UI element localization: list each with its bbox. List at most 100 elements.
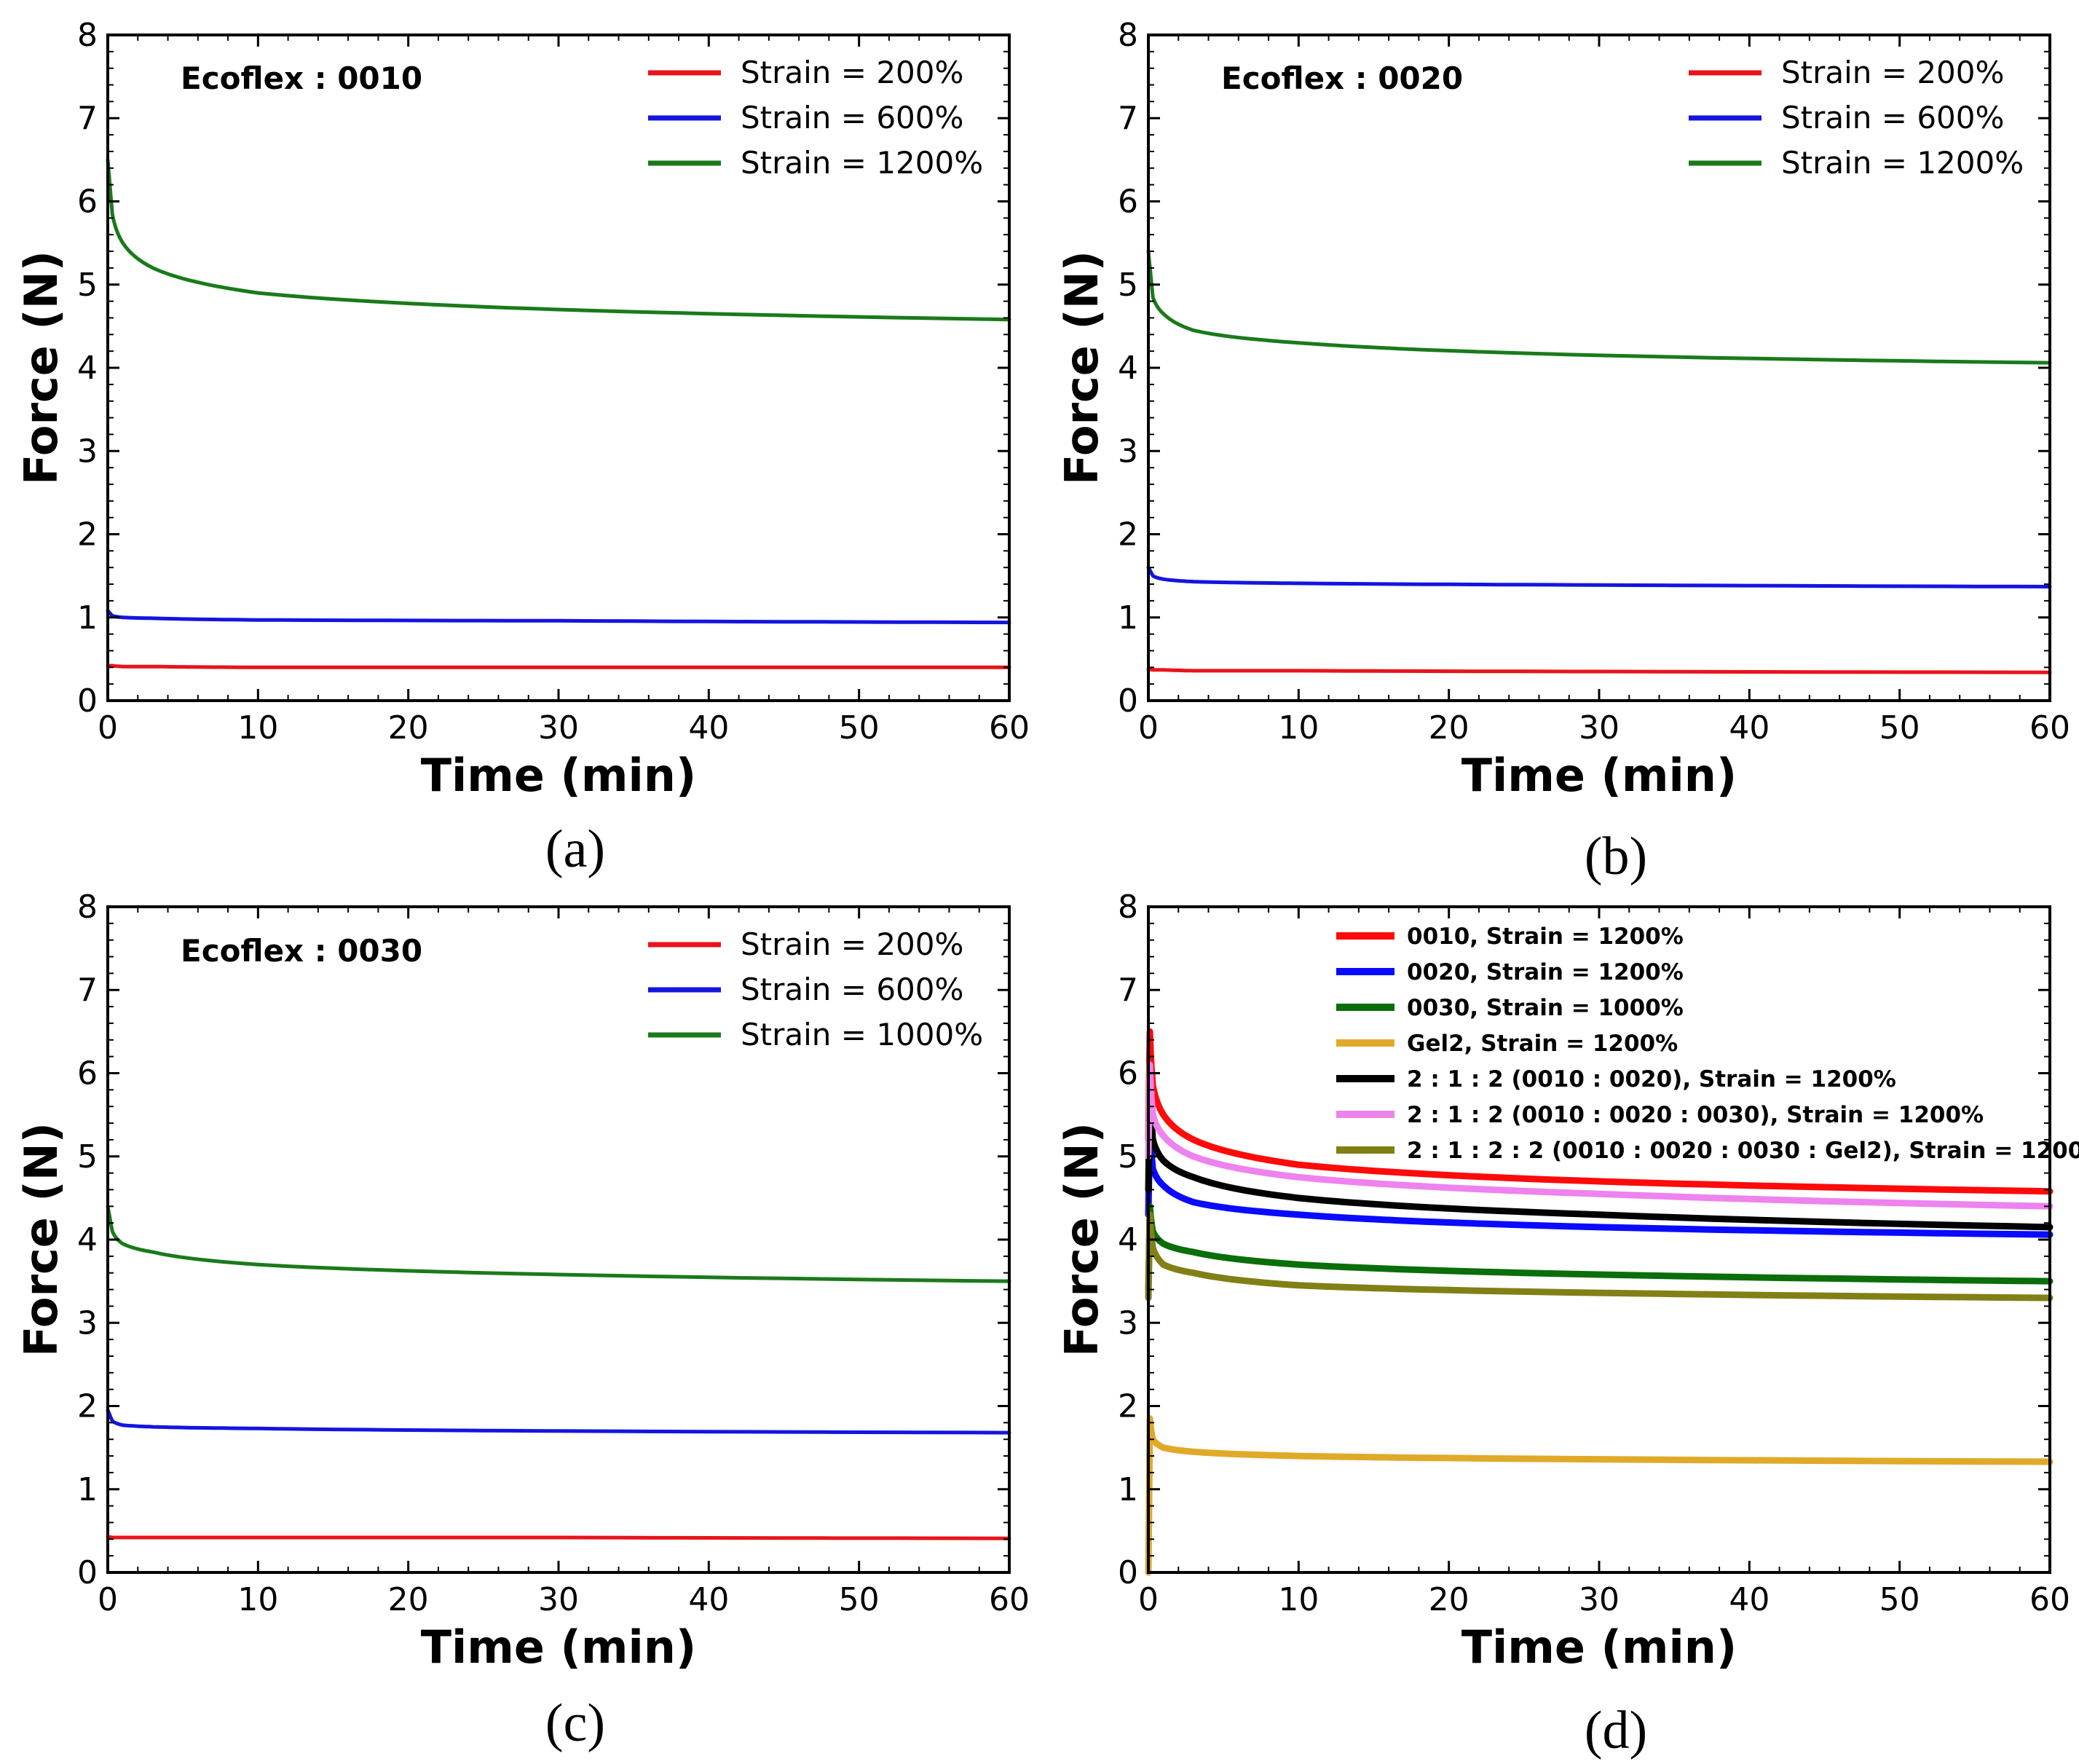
x-tick-label: 20 xyxy=(388,709,429,747)
series-line-2 xyxy=(106,609,1011,625)
x-tick-label: 60 xyxy=(989,709,1030,747)
y-tick-label: 6 xyxy=(77,184,98,221)
y-tick-label: 7 xyxy=(77,972,98,1009)
x-tick-label: 30 xyxy=(1579,709,1620,747)
y-tick-label: 5 xyxy=(77,1138,98,1176)
y-tick-label: 0 xyxy=(1118,1554,1138,1591)
panel-caption: (c) xyxy=(545,1693,605,1753)
panel-caption: (b) xyxy=(1585,827,1647,886)
legend-label: 2 : 1 : 2 (0010 : 0020), Strain = 1200% xyxy=(1407,1066,1896,1092)
material-annotation: Ecoflex : 0010 xyxy=(181,60,422,96)
y-axis-label: Force (N) xyxy=(15,1122,68,1357)
legend-label: 0030, Strain = 1000% xyxy=(1407,995,1684,1021)
y-tick-label: 2 xyxy=(77,1388,98,1425)
y-tick-label: 2 xyxy=(77,516,98,554)
series-group xyxy=(106,1204,1011,1540)
y-tick-label: 0 xyxy=(77,1554,98,1591)
legend-label: Strain = 600% xyxy=(741,972,963,1007)
series-group xyxy=(1146,249,2052,674)
legend-label: Gel2, Strain = 1200% xyxy=(1407,1031,1678,1057)
y-tick-label: 5 xyxy=(77,267,98,304)
x-tick-label: 20 xyxy=(388,1581,429,1618)
y-tick-label: 4 xyxy=(77,350,98,387)
chart-panel-c: 0 10 20 30 40 50 60 0 1 2 3 4 5 6 7 8 Time (min) Force (N… xyxy=(15,889,1030,1753)
y-tick-label: 4 xyxy=(1118,1221,1138,1259)
y-tick-label: 8 xyxy=(77,17,98,54)
y-tick-label: 1 xyxy=(1118,599,1138,637)
legend: Strain = 200% Strain = 600% Strain = 1000% xyxy=(648,926,983,1052)
legend-label: Strain = 200% xyxy=(741,926,963,962)
x-tick-label: 30 xyxy=(538,709,579,747)
x-tick-label: 60 xyxy=(2029,709,2070,747)
legend-label: Strain = 1200% xyxy=(1781,145,2024,181)
x-axis-label: Time (min) xyxy=(421,749,696,802)
y-tick-label: 5 xyxy=(1118,267,1138,304)
x-tick-label: 60 xyxy=(2029,1581,2070,1618)
y-tick-label: 6 xyxy=(77,1055,98,1092)
legend-label: Strain = 600% xyxy=(741,100,963,135)
series-line-1 xyxy=(1145,1028,2054,1195)
legend-label: Strain = 1200% xyxy=(741,145,983,181)
y-tick-label: 5 xyxy=(1118,1138,1138,1176)
legend-label: 0020, Strain = 1200% xyxy=(1407,959,1684,985)
x-tick-label: 10 xyxy=(1278,1581,1319,1618)
series-group xyxy=(106,157,1011,669)
x-axis-label: Time (min) xyxy=(421,1621,696,1674)
y-tick-label: 8 xyxy=(1118,889,1138,926)
x-tick-label: 40 xyxy=(688,709,729,747)
legend-label: Strain = 200% xyxy=(741,55,963,90)
series-line-1 xyxy=(1146,667,2052,674)
material-annotation: Ecoflex : 0020 xyxy=(1221,60,1463,96)
x-tick-label: 20 xyxy=(1429,1581,1469,1618)
y-tick-label: 7 xyxy=(77,100,98,137)
series-line-1 xyxy=(106,1535,1011,1540)
x-tick-label: 40 xyxy=(688,1581,729,1618)
x-tick-label: 50 xyxy=(839,709,880,747)
x-tick-label: 50 xyxy=(1879,709,1920,747)
x-axis-label: Time (min) xyxy=(1461,1621,1737,1674)
series-line-4 xyxy=(1145,1415,2054,1576)
x-tick-label: 60 xyxy=(989,1581,1030,1618)
y-axis-label: Force (N) xyxy=(15,251,68,485)
legend: Strain = 200% Strain = 600% Strain = 1200% xyxy=(648,55,983,181)
series-line-6 xyxy=(1145,1061,2054,1210)
x-tick-label: 30 xyxy=(1579,1581,1620,1618)
y-tick-label: 7 xyxy=(1118,100,1138,137)
x-tick-label: 40 xyxy=(1729,709,1770,747)
material-annotation: Ecoflex : 0030 xyxy=(181,933,422,969)
y-tick-label: 3 xyxy=(1118,1304,1138,1342)
x-tick-label: 0 xyxy=(98,709,118,747)
series-line-2 xyxy=(1146,565,2052,588)
y-tick-label: 3 xyxy=(1118,433,1138,470)
y-tick-label: 4 xyxy=(1118,350,1138,387)
series-group xyxy=(1145,1028,2054,1576)
x-tick-label: 30 xyxy=(538,1581,579,1618)
legend: Strain = 200% Strain = 600% Strain = 1200% xyxy=(1689,55,2024,181)
y-tick-label: 8 xyxy=(77,889,98,926)
y-tick-label: 3 xyxy=(77,1304,98,1342)
x-tick-label: 50 xyxy=(839,1581,880,1618)
legend-label: Strain = 600% xyxy=(1781,100,2004,135)
y-tick-label: 3 xyxy=(77,433,98,470)
y-tick-label: 1 xyxy=(77,1471,98,1508)
x-tick-label: 10 xyxy=(237,1581,278,1618)
y-tick-label: 6 xyxy=(1118,184,1138,221)
legend-label: 0010, Strain = 1200% xyxy=(1407,924,1684,950)
x-tick-label: 0 xyxy=(98,1581,118,1618)
chart-panel-b: 0 10 20 30 40 50 60 0 1 2 3 4 5 6 7 8 Time (min) Force (N… xyxy=(1055,17,2070,886)
panel-caption: (a) xyxy=(545,819,605,879)
series-line-3 xyxy=(106,157,1011,322)
y-tick-label: 6 xyxy=(1118,1055,1138,1092)
x-tick-label: 10 xyxy=(237,709,278,747)
panel-caption: (d) xyxy=(1585,1701,1647,1760)
x-tick-label: 20 xyxy=(1429,709,1469,747)
y-tick-label: 8 xyxy=(1118,17,1138,54)
series-line-3 xyxy=(1146,249,2052,365)
y-tick-label: 2 xyxy=(1118,516,1138,554)
x-tick-label: 40 xyxy=(1729,1581,1770,1618)
y-tick-label: 2 xyxy=(1118,1388,1138,1425)
series-line-3 xyxy=(106,1204,1011,1283)
y-axis-label: Force (N) xyxy=(1055,1122,1108,1357)
x-tick-label: 0 xyxy=(1138,709,1159,747)
